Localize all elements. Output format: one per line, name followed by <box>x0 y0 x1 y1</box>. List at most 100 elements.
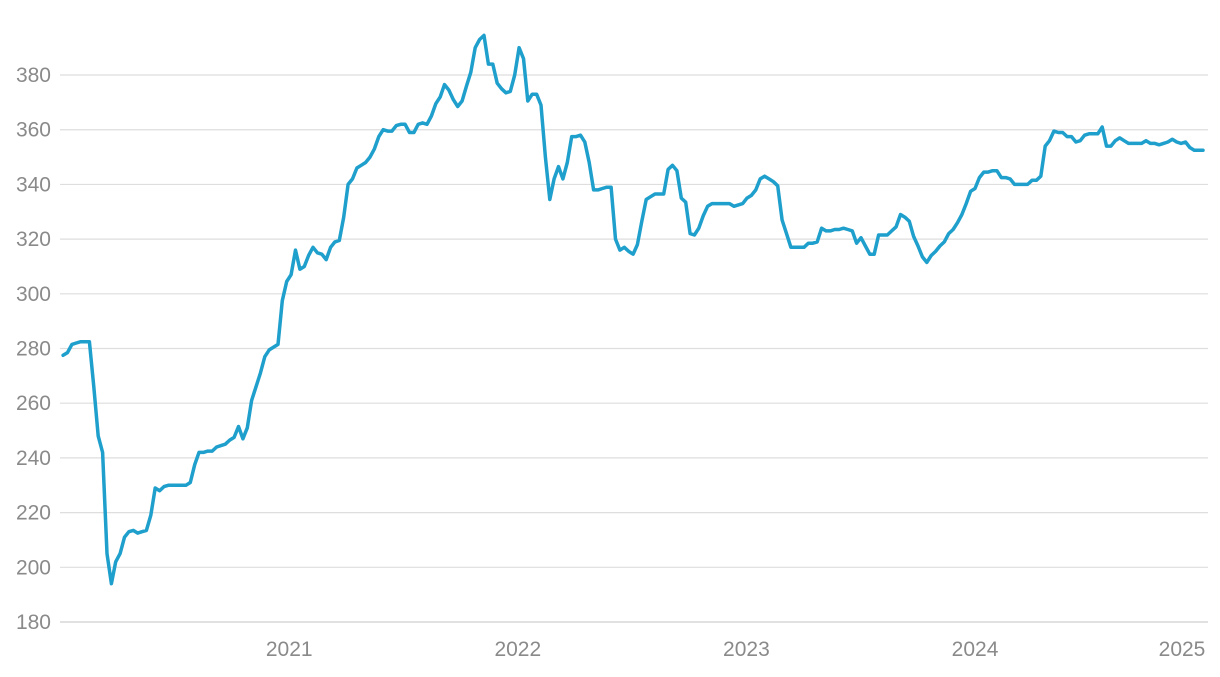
data-point <box>317 252 318 253</box>
data-point <box>1189 147 1190 148</box>
data-point <box>641 221 642 222</box>
data-point <box>348 184 349 185</box>
data-point <box>917 245 918 246</box>
data-point <box>212 451 213 452</box>
data-point <box>720 203 721 204</box>
data-point <box>277 344 278 345</box>
data-point <box>874 254 875 255</box>
data-point <box>795 247 796 248</box>
data-point <box>1141 143 1142 144</box>
data-point <box>510 91 511 92</box>
data-point <box>304 266 305 267</box>
data-point <box>1137 143 1138 144</box>
data-point <box>532 94 533 95</box>
data-point <box>505 92 506 93</box>
data-point <box>628 251 629 252</box>
data-point <box>1172 139 1173 140</box>
data-point <box>536 94 537 95</box>
data-point <box>1027 184 1028 185</box>
data-point <box>352 178 353 179</box>
data-point <box>312 247 313 248</box>
data-point <box>567 162 568 163</box>
data-point <box>1115 140 1116 141</box>
data-point <box>562 178 563 179</box>
data-point <box>413 132 414 133</box>
data-point <box>492 64 493 65</box>
data-point <box>540 105 541 106</box>
data-point <box>269 349 270 350</box>
data-point <box>1097 133 1098 134</box>
data-point <box>611 187 612 188</box>
data-point <box>1198 150 1199 151</box>
data-point <box>369 157 370 158</box>
data-point <box>659 193 660 194</box>
data-point <box>190 482 191 483</box>
data-point <box>523 58 524 59</box>
data-point <box>935 251 936 252</box>
data-point <box>1036 180 1037 181</box>
data-point <box>742 203 743 204</box>
data-point <box>225 444 226 445</box>
y-tick-label: 340 <box>16 173 51 196</box>
data-point <box>330 247 331 248</box>
data-point <box>786 233 787 234</box>
data-point <box>102 452 103 453</box>
data-point <box>115 561 116 562</box>
data-point <box>67 352 68 353</box>
data-point <box>602 188 603 189</box>
data-point <box>220 445 221 446</box>
data-point <box>909 221 910 222</box>
y-tick-label: 280 <box>16 338 51 361</box>
data-point <box>746 198 747 199</box>
data-point <box>308 255 309 256</box>
data-point <box>922 256 923 257</box>
data-point <box>247 427 248 428</box>
data-point <box>426 124 427 125</box>
data-point <box>606 187 607 188</box>
data-point <box>852 230 853 231</box>
y-tick-label: 200 <box>16 556 51 579</box>
data-point <box>89 341 90 342</box>
x-axis-tick-labels: 2021 2022 2023 2024 2025 <box>266 638 1205 661</box>
data-point <box>80 341 81 342</box>
data-point <box>931 255 932 256</box>
data-point <box>260 373 261 374</box>
data-point <box>676 170 677 171</box>
data-point <box>150 515 151 516</box>
data-point <box>286 281 287 282</box>
data-point <box>1102 126 1103 127</box>
data-point <box>878 234 879 235</box>
data-point <box>396 125 397 126</box>
data-point <box>1005 177 1006 178</box>
data-point <box>1080 140 1081 141</box>
data-point <box>1062 132 1063 133</box>
data-point <box>966 203 967 204</box>
data-point <box>479 39 480 40</box>
data-point <box>229 440 230 441</box>
data-point <box>440 96 441 97</box>
data-point <box>1194 150 1195 151</box>
data-point <box>194 464 195 465</box>
y-tick-label: 300 <box>16 283 51 306</box>
data-point <box>839 229 840 230</box>
data-point <box>970 191 971 192</box>
data-point <box>1001 177 1002 178</box>
y-axis-tick-labels: 180 200 220 240 260 280 300 320 340 360 380 <box>16 64 51 634</box>
data-point <box>501 88 502 89</box>
data-point <box>738 204 739 205</box>
data-point <box>374 148 375 149</box>
data-point <box>299 269 300 270</box>
data-point <box>650 196 651 197</box>
data-point <box>672 165 673 166</box>
data-point <box>326 259 327 260</box>
data-point <box>856 243 857 244</box>
series-line-0 <box>61 33 1205 586</box>
y-tick-label: 260 <box>16 392 51 415</box>
data-point <box>457 106 458 107</box>
data-point <box>1071 136 1072 137</box>
data-point <box>365 162 366 163</box>
data-point <box>264 356 265 357</box>
data-point <box>527 100 528 101</box>
data-point <box>273 347 274 348</box>
